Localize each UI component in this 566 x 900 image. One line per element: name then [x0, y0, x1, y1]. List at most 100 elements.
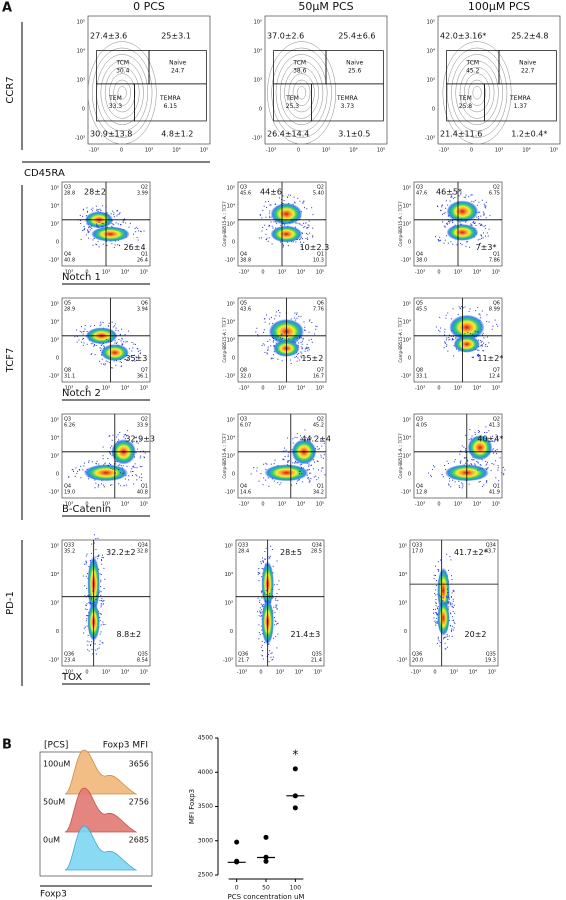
event-dot: [465, 457, 467, 459]
event-dot: [452, 606, 454, 608]
quadrant-name: Q1: [141, 484, 148, 490]
event-dot: [93, 542, 95, 544]
event-dot: [483, 342, 485, 344]
event-dot: [120, 485, 122, 487]
event-dot: [438, 239, 440, 241]
event-dot: [437, 561, 439, 563]
event-dot: [300, 337, 302, 339]
event-dot: [322, 439, 324, 441]
event-dot: [282, 223, 284, 225]
event-dot: [293, 317, 295, 319]
event-dot: [268, 661, 270, 663]
y-tick-label: 0: [232, 240, 235, 246]
x-tick-label: 0: [259, 670, 262, 676]
event-dot: [280, 337, 282, 339]
quadrant-name: Q1: [493, 252, 500, 258]
quadrant-value: 41.3: [489, 423, 500, 429]
event-dot: [136, 441, 138, 443]
event-dot: [131, 360, 133, 362]
gate-name: Naive: [346, 60, 363, 67]
event-dot: [448, 220, 450, 222]
event-dot: [310, 472, 312, 474]
event-dot: [441, 590, 443, 592]
event-dot: [486, 336, 488, 338]
event-dot: [304, 207, 306, 209]
event-dot: [295, 226, 297, 228]
event-dot: [446, 596, 448, 598]
event-dot: [116, 341, 118, 343]
y-tick-label: 10⁴: [427, 49, 435, 55]
event-dot: [435, 236, 437, 238]
event-dot: [281, 337, 283, 339]
event-dot: [485, 201, 487, 203]
event-dot: [110, 484, 112, 486]
x-tick-label: 10⁴: [121, 386, 129, 392]
y-tick-label: 0: [230, 629, 233, 635]
event-dot: [489, 215, 491, 217]
event-dot: [309, 320, 311, 322]
event-dot: [453, 590, 455, 592]
event-dot: [284, 224, 286, 226]
event-dot: [100, 323, 102, 325]
event-dot: [91, 597, 93, 599]
event-dot: [478, 432, 480, 434]
y-tick-label: 10³: [225, 601, 233, 607]
event-dot: [100, 363, 102, 365]
comp-label: Comp-BB515-A :: TCF7: [222, 201, 227, 247]
contour-line: [92, 47, 153, 138]
event-dot: [118, 483, 120, 485]
y-tick-label: 10⁴: [225, 572, 233, 578]
axis-label: TOX: [61, 672, 82, 683]
x-tick-label: 10⁴: [469, 670, 477, 676]
event-dot: [134, 228, 136, 230]
event-dot: [477, 211, 479, 213]
event-dot: [447, 462, 449, 464]
event-dot: [136, 356, 138, 358]
event-dot: [304, 329, 306, 331]
event-dot: [87, 237, 89, 239]
contour-line: [100, 60, 144, 126]
event-dot: [436, 614, 438, 616]
event-dot: [114, 325, 116, 327]
event-dot: [478, 349, 480, 351]
event-dot: [433, 465, 435, 467]
quadrant-value: 12.8: [416, 490, 427, 496]
quadrant-name: Q34: [486, 543, 496, 549]
event-dot: [444, 212, 446, 214]
event-dot: [269, 204, 271, 206]
event-dot: [271, 588, 273, 590]
event-dot: [437, 636, 439, 638]
event-dot: [143, 457, 145, 459]
event-dot: [267, 340, 269, 342]
quadrant-stat: 35±3: [125, 354, 147, 363]
event-dot: [447, 312, 449, 314]
quadrant-value: 23.4: [64, 658, 75, 664]
event-dot: [481, 224, 483, 226]
event-dot: [100, 579, 102, 581]
event-dot: [488, 228, 490, 230]
event-dot: [109, 435, 111, 437]
contour-line: [442, 41, 512, 145]
y-tick-label: 10⁵: [403, 302, 411, 308]
event-dot: [76, 472, 78, 474]
event-dot: [92, 653, 94, 655]
event-dot: [477, 239, 479, 241]
event-dot: [83, 627, 85, 629]
y-tick-label: 10³: [403, 338, 411, 344]
event-dot: [94, 601, 96, 603]
event-dot: [118, 339, 120, 341]
event-dot: [477, 469, 479, 471]
event-dot: [467, 459, 469, 461]
event-dot: [88, 461, 90, 463]
event-dot: [83, 342, 85, 344]
event-dot: [493, 463, 495, 465]
event-dot: [82, 209, 84, 211]
event-dot: [86, 211, 88, 213]
event-dot: [87, 230, 89, 232]
event-dot: [258, 632, 260, 634]
event-dot: [300, 468, 302, 470]
event-dot: [269, 339, 271, 341]
event-dot: [115, 463, 117, 465]
event-dot: [450, 241, 452, 243]
event-dot: [91, 543, 93, 545]
